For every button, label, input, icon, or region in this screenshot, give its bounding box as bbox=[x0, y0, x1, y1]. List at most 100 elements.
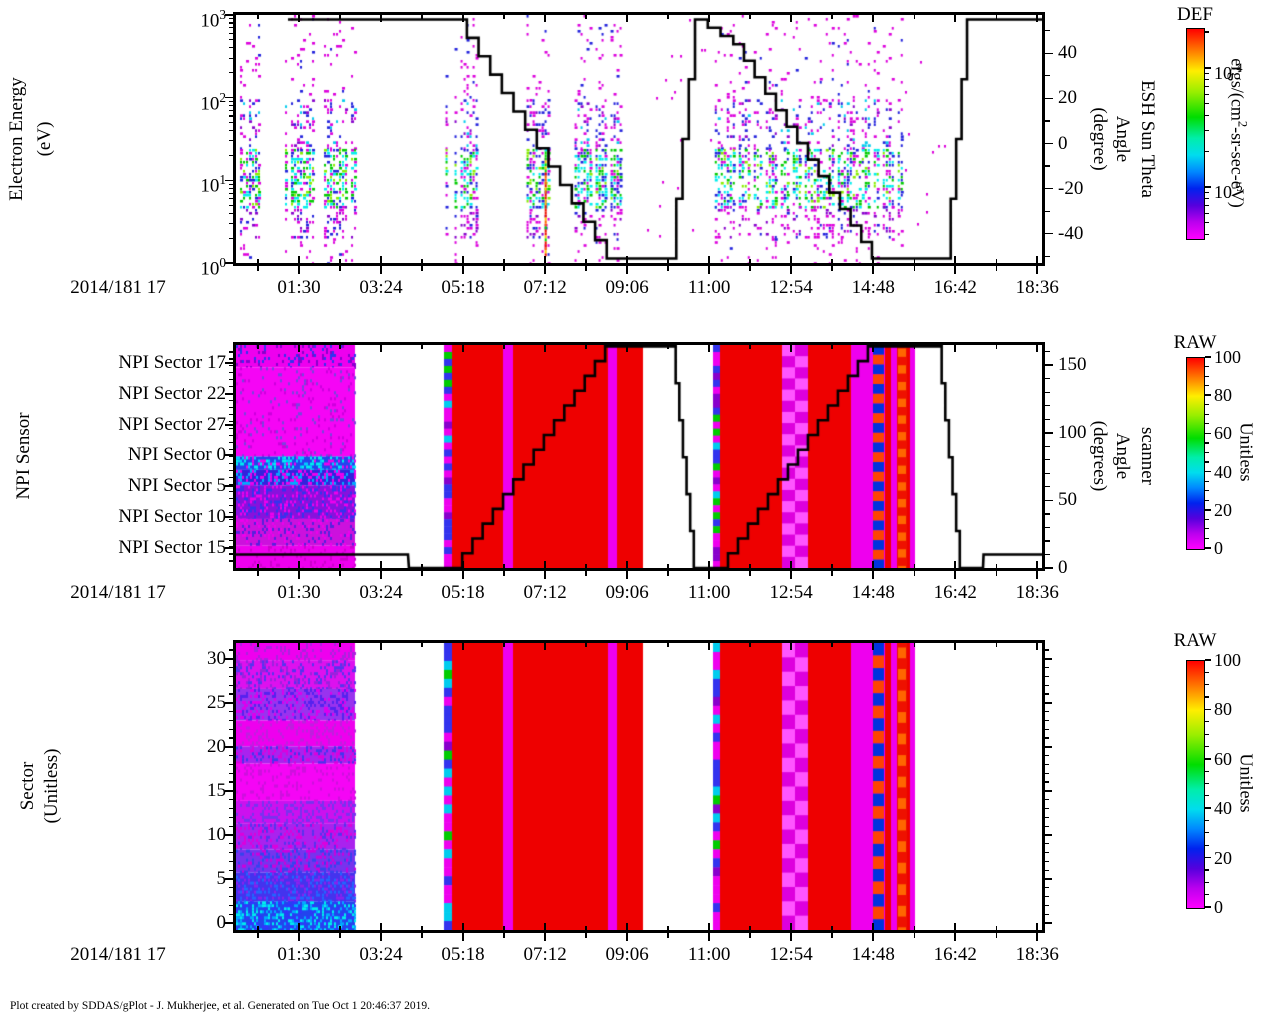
x-tick-label: 07:12 bbox=[523, 582, 567, 603]
y-axis-title-electron-energy: Electron Energy bbox=[6, 77, 27, 201]
tick-mark bbox=[229, 511, 233, 513]
tick-mark bbox=[1205, 856, 1211, 859]
y-tick-label: NPI Sector 10 bbox=[118, 505, 226, 527]
tick-mark bbox=[1045, 869, 1049, 871]
tick-mark bbox=[339, 564, 341, 568]
tick-mark bbox=[1045, 649, 1049, 651]
tick-mark bbox=[1205, 114, 1209, 116]
tick-mark bbox=[1205, 129, 1209, 131]
tick-mark bbox=[229, 414, 233, 416]
tick-mark bbox=[229, 728, 233, 730]
tick-mark bbox=[872, 15, 875, 22]
colorbar-def bbox=[1186, 28, 1205, 240]
colorbar-tick-label: 60 bbox=[1214, 423, 1232, 444]
tick-mark bbox=[790, 15, 792, 22]
right-axis-title-degree-1: (degree) bbox=[1089, 107, 1110, 171]
tick-mark bbox=[1036, 266, 1039, 274]
tick-mark bbox=[229, 192, 233, 194]
y-axis-title-sector: Sector bbox=[17, 761, 38, 811]
tick-mark bbox=[225, 746, 233, 748]
x-tick-label: 14:48 bbox=[851, 582, 895, 603]
tick-mark bbox=[1205, 150, 1209, 152]
tick-mark bbox=[626, 256, 628, 263]
tick-mark bbox=[503, 571, 505, 576]
tick-mark bbox=[257, 345, 259, 349]
tick-mark bbox=[421, 926, 423, 930]
tick-mark bbox=[544, 256, 546, 263]
tick-mark bbox=[257, 933, 259, 938]
tick-mark bbox=[1045, 799, 1049, 801]
tick-mark bbox=[1205, 721, 1209, 723]
tick-mark bbox=[1045, 210, 1050, 212]
tick-mark bbox=[831, 643, 833, 647]
tick-mark bbox=[229, 719, 233, 722]
tick-mark bbox=[1205, 684, 1209, 686]
right-tick-label: 20 bbox=[1058, 87, 1077, 109]
y-axis-title-electron-energy-units: (eV) bbox=[34, 121, 55, 157]
x-tick-label: 18:36 bbox=[1015, 277, 1059, 298]
tick-mark bbox=[995, 933, 997, 938]
x-tick-label: 18:36 bbox=[1015, 944, 1059, 965]
colorbar-raw-npi bbox=[1186, 357, 1205, 550]
tick-mark bbox=[1045, 711, 1049, 713]
tick-mark bbox=[1045, 499, 1053, 502]
tick-mark bbox=[708, 571, 710, 579]
tick-mark bbox=[1045, 922, 1052, 924]
tick-mark bbox=[1045, 378, 1050, 380]
tick-mark bbox=[229, 504, 233, 506]
colorbar-tick-label: 40 bbox=[1214, 461, 1232, 482]
tick-mark bbox=[1205, 733, 1209, 735]
y-tick-label: NPI Sector 0 bbox=[127, 444, 226, 466]
tick-mark bbox=[1045, 364, 1053, 367]
tick-mark bbox=[229, 693, 233, 695]
tick-mark bbox=[462, 933, 464, 941]
tick-mark bbox=[229, 198, 233, 200]
tick-mark bbox=[1205, 470, 1211, 473]
tick-mark bbox=[229, 393, 233, 395]
x-tick-label: 07:12 bbox=[523, 277, 567, 298]
tick-mark bbox=[462, 561, 464, 568]
tick-mark bbox=[544, 571, 546, 579]
tick-mark bbox=[298, 923, 300, 930]
tick-mark bbox=[1045, 142, 1053, 145]
y-tick-label: NPI Sector 22 bbox=[118, 382, 226, 404]
tick-mark bbox=[872, 923, 875, 930]
x-axis-date-label: 2014/181 17 bbox=[70, 944, 166, 965]
tick-mark bbox=[229, 428, 233, 430]
tick-mark bbox=[1205, 906, 1211, 908]
tick-mark bbox=[995, 643, 997, 647]
tick-mark bbox=[749, 643, 751, 647]
y-tick-label: 101 bbox=[200, 172, 226, 197]
tick-mark bbox=[380, 266, 382, 274]
tick-mark bbox=[831, 933, 833, 938]
tick-mark bbox=[229, 351, 233, 353]
colorbar-tick-label: 20 bbox=[1214, 847, 1232, 868]
tick-mark bbox=[708, 266, 710, 274]
tick-mark bbox=[229, 904, 233, 906]
tick-mark bbox=[225, 658, 233, 660]
tick-mark bbox=[954, 933, 957, 941]
tick-mark bbox=[225, 14, 233, 16]
tick-mark bbox=[503, 266, 505, 271]
tick-mark bbox=[229, 365, 233, 367]
tick-mark bbox=[1205, 432, 1211, 435]
tick-mark bbox=[503, 345, 505, 349]
tick-mark bbox=[790, 345, 792, 352]
right-tick-label: 40 bbox=[1058, 42, 1077, 64]
x-tick-label: 12:54 bbox=[769, 582, 813, 603]
tick-mark bbox=[339, 266, 341, 271]
tick-mark bbox=[544, 923, 546, 930]
tick-mark bbox=[257, 564, 259, 568]
tick-mark bbox=[225, 547, 233, 549]
tick-mark bbox=[831, 15, 833, 19]
y-tick-label: 100 bbox=[200, 255, 226, 280]
tick-mark bbox=[872, 571, 875, 579]
tick-mark bbox=[1045, 895, 1049, 898]
tick-mark bbox=[1205, 671, 1209, 673]
colorbar-raw-sector bbox=[1186, 660, 1205, 909]
tick-mark bbox=[1045, 746, 1052, 748]
tick-mark bbox=[1205, 696, 1209, 698]
colorbar-raw-sector-title: RAW bbox=[1173, 630, 1217, 651]
tick-mark bbox=[1036, 561, 1039, 568]
